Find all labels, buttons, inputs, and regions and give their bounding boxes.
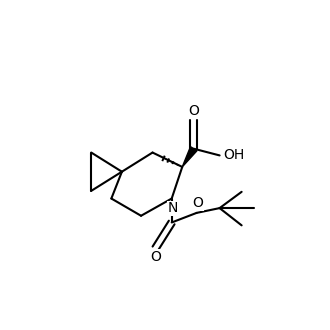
Text: N: N [168,201,178,215]
Text: O: O [150,250,161,264]
Text: O: O [188,104,199,118]
Text: O: O [192,196,203,210]
Polygon shape [182,147,197,167]
Text: OH: OH [223,148,245,162]
